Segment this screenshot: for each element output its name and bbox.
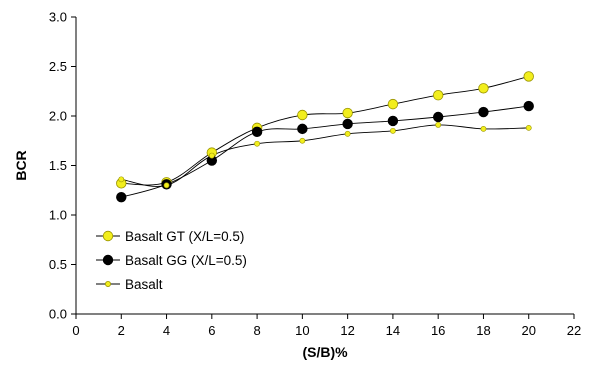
x-tick-label: 8 <box>253 323 260 338</box>
series-line-3 <box>121 124 529 187</box>
series-1-point <box>342 107 353 119</box>
legend-swatch-marker <box>102 230 114 242</box>
y-tick-label: 1.5 <box>49 158 67 173</box>
legend-label: Basalt GG (X/L=0.5) <box>125 253 247 268</box>
series-line-2 <box>121 105 529 198</box>
series-1-point <box>523 71 534 82</box>
x-tick-label: 10 <box>295 323 309 338</box>
y-tick-label: 0.5 <box>49 257 67 272</box>
x-tick-label: 14 <box>386 323 400 338</box>
series-line-1 <box>121 75 529 186</box>
y-axis-title: BCR <box>13 150 29 180</box>
series-2-point <box>116 191 127 203</box>
series-3-point <box>163 182 170 189</box>
series-2-point <box>478 106 489 118</box>
y-tick-label: 2.0 <box>49 109 67 124</box>
x-axis-title: (S/B)% <box>302 344 348 360</box>
series-2-point <box>432 111 444 123</box>
series-2-point <box>251 126 263 138</box>
series-2-point <box>387 115 399 127</box>
series-2-point <box>342 118 353 130</box>
legend-label: Basalt GT (X/L=0.5) <box>125 229 244 244</box>
series-3-point <box>254 140 260 147</box>
series-lines <box>121 75 529 198</box>
series-1-point <box>297 109 308 121</box>
series-3-point <box>208 152 215 159</box>
x-tick-label: 0 <box>72 323 79 338</box>
legend-label: Basalt <box>125 277 163 292</box>
series-3-point <box>299 137 306 144</box>
y-tick-label: 0.0 <box>49 307 67 322</box>
series-1-point <box>387 98 399 110</box>
legend-swatch-marker <box>105 280 112 287</box>
series-3-point <box>480 125 487 132</box>
y-tick-label: 1.0 <box>49 208 67 223</box>
series-3-point <box>344 130 351 137</box>
series-points <box>116 71 534 203</box>
y-tick-label: 2.5 <box>49 59 67 74</box>
series-2-point <box>297 123 308 135</box>
series-3-point <box>435 122 442 128</box>
series-2-point <box>523 100 534 112</box>
series-3-point <box>525 124 532 131</box>
x-tick-label: 4 <box>163 323 170 338</box>
x-tick-label: 12 <box>340 323 354 338</box>
series-3-point <box>390 127 396 134</box>
legend-swatch-marker <box>102 254 114 266</box>
series-1-point <box>478 83 489 94</box>
x-tick-label: 16 <box>431 323 445 338</box>
legend: Basalt GT (X/L=0.5) Basalt GG (X/L=0.5) Ba… <box>96 229 247 292</box>
x-tick-label: 18 <box>476 323 490 338</box>
axes: 0.0 0.5 1.0 1.5 2.0 2.5 3.0 0 2 4 6 8 10 12 14 16 18 20 22 <box>49 10 581 339</box>
x-tick-label: 22 <box>567 323 581 338</box>
x-tick-label: 20 <box>521 323 535 338</box>
series-3-point <box>118 176 125 183</box>
y-tick-label: 3.0 <box>49 10 67 25</box>
x-tick-label: 6 <box>208 323 215 338</box>
x-tick-label: 2 <box>118 323 125 338</box>
series-1-point <box>432 90 444 101</box>
